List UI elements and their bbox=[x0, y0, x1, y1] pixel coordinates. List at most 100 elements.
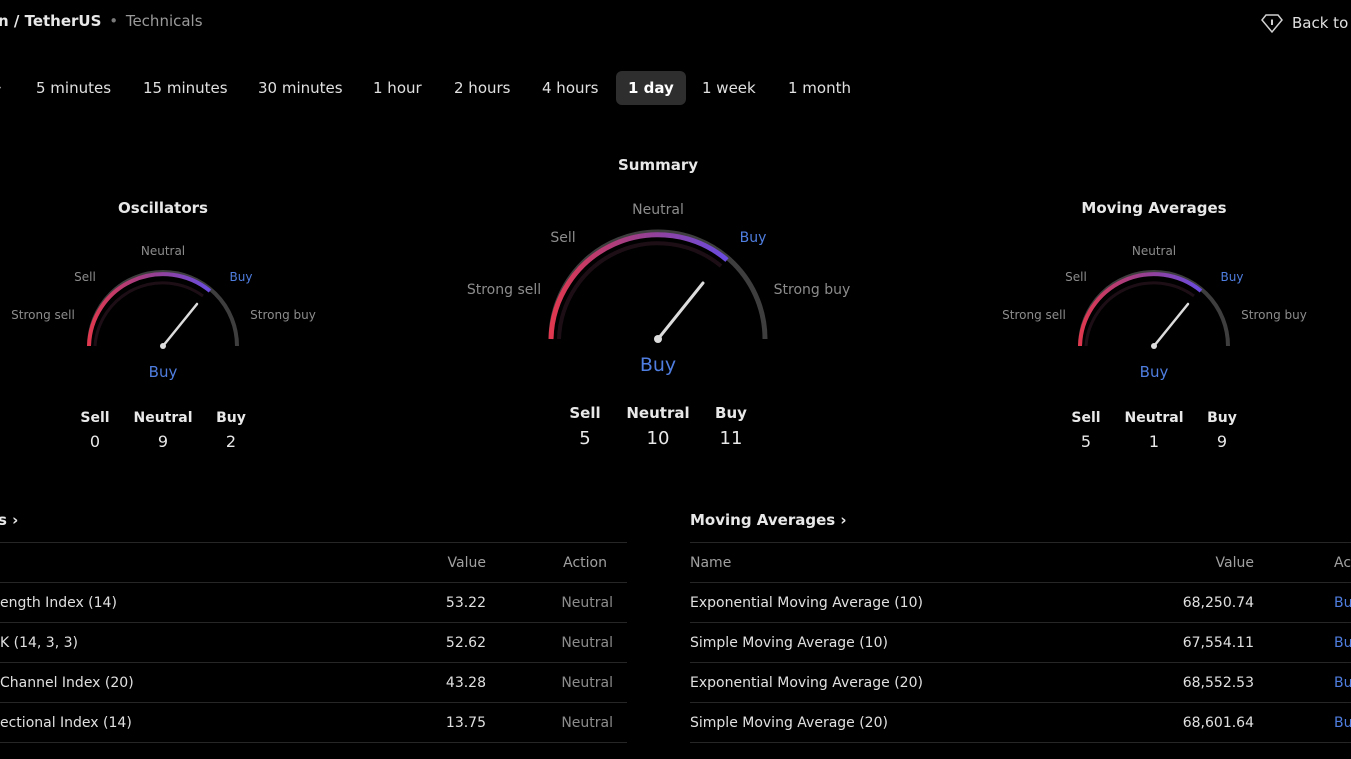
table-row[interactable]: Simple Moving Average (20) 68,601.64 Bu bbox=[690, 702, 1351, 743]
tab-partial[interactable]: › bbox=[0, 78, 2, 96]
row-action: Neutral bbox=[561, 715, 613, 731]
table-row[interactable]: Channel Index (20) 43.28 Neutral bbox=[0, 662, 627, 703]
summary-verdict: Buy bbox=[639, 354, 677, 376]
osc-verdict: Buy bbox=[148, 363, 178, 381]
row-value: 68,601.64 bbox=[1182, 715, 1254, 731]
breadcrumb-separator: • bbox=[109, 12, 119, 30]
row-value: 43.28 bbox=[445, 675, 486, 691]
row-value: 68,552.53 bbox=[1182, 675, 1254, 691]
sum-label-buy: Buy bbox=[739, 230, 767, 246]
ma-label-strong-buy: Strong buy bbox=[1241, 308, 1307, 322]
osc-count-sell-value: 0 bbox=[89, 432, 101, 451]
row-value: 52.62 bbox=[445, 635, 486, 651]
sum-label-strong-sell: Strong sell bbox=[466, 282, 542, 298]
osc-label-strong-buy: Strong buy bbox=[250, 308, 316, 322]
ma-count-neutral-label: Neutral bbox=[1124, 410, 1184, 426]
tab-1-week[interactable]: 1 week bbox=[702, 79, 756, 97]
back-button[interactable]: Back to bbox=[1260, 12, 1348, 34]
tab-15-minutes[interactable]: 15 minutes bbox=[143, 79, 228, 97]
breadcrumb: n / TetherUS • Technicals bbox=[0, 12, 203, 30]
tab-4-hours[interactable]: 4 hours bbox=[542, 79, 599, 97]
osc-label-neutral: Neutral bbox=[140, 244, 186, 258]
row-action: Bu bbox=[1334, 595, 1351, 611]
sum-label-neutral: Neutral bbox=[632, 202, 684, 218]
row-name[interactable]: Channel Index (20) bbox=[0, 675, 134, 691]
osc-label-strong-sell: Strong sell bbox=[11, 308, 75, 322]
ma-label-buy: Buy bbox=[1220, 270, 1244, 284]
symbol-pair[interactable]: n / TetherUS bbox=[0, 12, 102, 30]
row-action: Neutral bbox=[561, 595, 613, 611]
row-action: Neutral bbox=[561, 635, 613, 651]
sum-label-sell: Sell bbox=[550, 230, 576, 246]
row-name[interactable]: Simple Moving Average (20) bbox=[690, 715, 888, 731]
diamond-icon bbox=[1261, 14, 1283, 34]
col-name-header: Name bbox=[690, 555, 732, 571]
oscillators-gauge bbox=[87, 270, 239, 349]
moving-averages-title[interactable]: Moving Averages bbox=[1081, 199, 1227, 217]
osc-count-buy: Buy 2 bbox=[216, 410, 246, 451]
tab-2-hours[interactable]: 2 hours bbox=[454, 79, 511, 97]
table-row[interactable]: Exponential Moving Average (20) 68,552.5… bbox=[690, 662, 1351, 703]
row-action: Bu bbox=[1334, 715, 1351, 731]
table-row[interactable]: Simple Moving Average (10) 67,554.11 Bu bbox=[690, 622, 1351, 663]
summary-gauge bbox=[548, 229, 768, 343]
row-name[interactable]: K (14, 3, 3) bbox=[0, 635, 78, 651]
ma-count-buy-label: Buy bbox=[1207, 410, 1237, 426]
sum-count-sell-value: 5 bbox=[579, 428, 591, 449]
ma-table-title[interactable]: Moving Averages › bbox=[690, 511, 847, 529]
row-value: 67,554.11 bbox=[1182, 635, 1254, 651]
osc-count-buy-value: 2 bbox=[225, 432, 237, 451]
row-action: Bu bbox=[1334, 635, 1351, 651]
moving-averages-table: Name Value Act Exponential Moving Averag… bbox=[690, 542, 1351, 759]
table-header-row: Name Value Act bbox=[690, 542, 1351, 583]
ma-count-sell: Sell 5 bbox=[1071, 410, 1100, 451]
ma-verdict: Buy bbox=[1139, 363, 1169, 381]
col-action-header: Action bbox=[563, 555, 607, 571]
ma-label-neutral: Neutral bbox=[1131, 244, 1177, 258]
osc-count-neutral-label: Neutral bbox=[133, 410, 193, 426]
row-name[interactable]: ectional Index (14) bbox=[0, 715, 132, 731]
table-row-partial bbox=[690, 742, 1351, 759]
tab-5-minutes[interactable]: 5 minutes bbox=[36, 79, 112, 97]
sum-count-neutral-label: Neutral bbox=[626, 404, 690, 422]
table-row-partial bbox=[0, 742, 627, 759]
ma-count-neutral: Neutral 1 bbox=[1124, 410, 1183, 451]
osc-count-neutral: Neutral 9 bbox=[133, 410, 192, 451]
tab-1-month[interactable]: 1 month bbox=[788, 79, 851, 97]
col-value-header: Value bbox=[1215, 555, 1254, 571]
row-name[interactable]: ength Index (14) bbox=[0, 595, 117, 611]
tab-1-hour[interactable]: 1 hour bbox=[373, 79, 422, 97]
osc-count-sell: Sell 0 bbox=[80, 410, 109, 451]
table-row[interactable]: K (14, 3, 3) 52.62 Neutral bbox=[0, 622, 627, 663]
ma-label-sell: Sell bbox=[1065, 270, 1087, 284]
row-value: 53.22 bbox=[445, 595, 486, 611]
osc-count-sell-label: Sell bbox=[80, 410, 110, 426]
sum-count-neutral: Neutral 10 bbox=[626, 404, 689, 449]
table-row[interactable]: Exponential Moving Average (10) 68,250.7… bbox=[690, 582, 1351, 623]
row-value: 13.75 bbox=[445, 715, 486, 731]
ma-count-sell-label: Sell bbox=[1071, 410, 1101, 426]
table-row[interactable]: ength Index (14) 53.22 Neutral bbox=[0, 582, 627, 623]
sum-count-sell: Sell 5 bbox=[569, 404, 600, 449]
sum-count-buy-label: Buy bbox=[715, 404, 747, 422]
oscillators-table: Value Action ength Index (14) 53.22 Neut… bbox=[0, 542, 627, 759]
table-header-row: Value Action bbox=[0, 542, 627, 583]
tab-30-minutes[interactable]: 30 minutes bbox=[258, 79, 343, 97]
row-name[interactable]: Simple Moving Average (10) bbox=[690, 635, 888, 651]
tab-1-day[interactable]: 1 day bbox=[616, 71, 686, 105]
row-name[interactable]: Exponential Moving Average (10) bbox=[690, 595, 923, 611]
table-row[interactable]: ectional Index (14) 13.75 Neutral bbox=[0, 702, 627, 743]
ma-count-sell-value: 5 bbox=[1080, 432, 1092, 451]
row-action: Neutral bbox=[561, 675, 613, 691]
row-value: 68,250.74 bbox=[1182, 595, 1254, 611]
sum-label-strong-buy: Strong buy bbox=[773, 282, 851, 298]
summary-title: Summary bbox=[617, 156, 699, 174]
osc-table-title[interactable]: s › bbox=[0, 511, 19, 529]
col-value-header: Value bbox=[447, 555, 486, 571]
row-name[interactable]: Exponential Moving Average (20) bbox=[690, 675, 923, 691]
sum-count-buy: Buy 11 bbox=[715, 404, 747, 449]
sum-count-neutral-value: 10 bbox=[646, 428, 670, 449]
ma-count-neutral-value: 1 bbox=[1148, 432, 1160, 451]
oscillators-title[interactable]: Oscillators bbox=[118, 199, 208, 217]
timeframe-tabs: 5 minutes 15 minutes 30 minutes 1 hour 2… bbox=[0, 71, 1351, 105]
